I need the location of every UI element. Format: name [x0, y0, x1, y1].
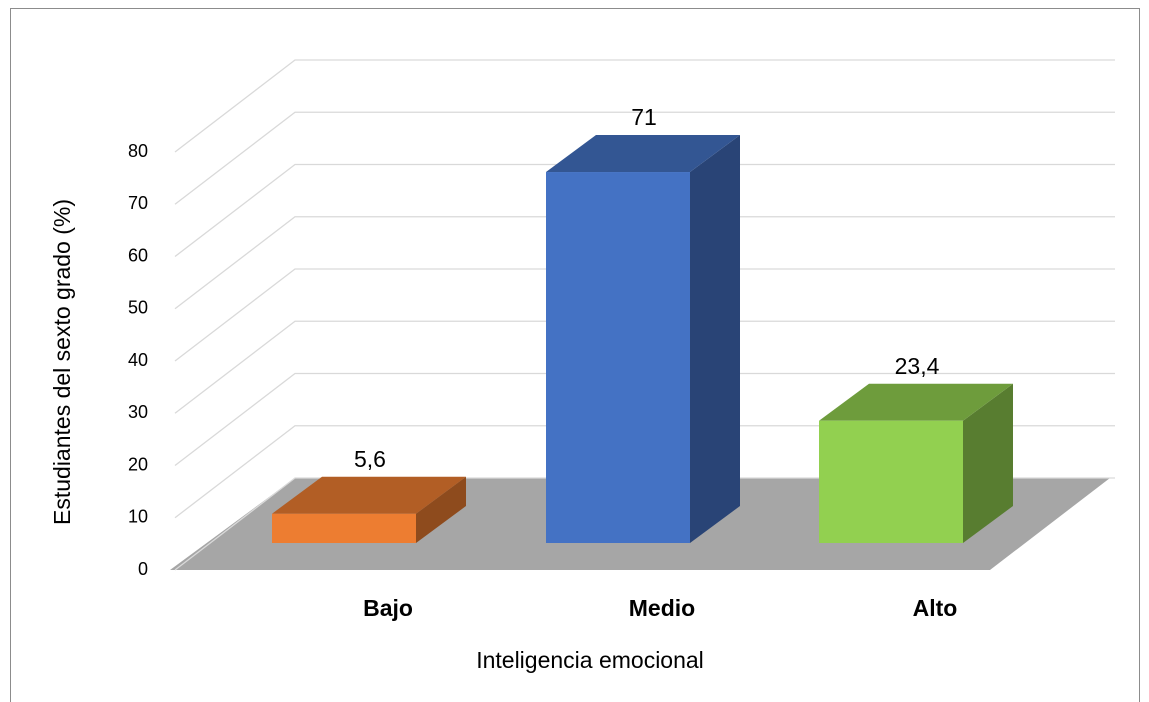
- x-axis-title: Inteligencia emocional: [476, 647, 704, 673]
- y-tick-label: 10: [128, 507, 148, 527]
- x-tick-label: Alto: [913, 595, 958, 621]
- grid-line: [174, 216, 1115, 310]
- y-tick-label: 40: [128, 350, 148, 370]
- y-tick-label: 70: [128, 193, 148, 213]
- bar-side: [963, 383, 1013, 543]
- grid-line: [174, 268, 1115, 362]
- bar-top: [272, 476, 466, 514]
- grid-line: [174, 59, 1115, 153]
- bar: [546, 172, 690, 543]
- y-tick-label: 50: [128, 298, 148, 318]
- x-tick-label: Medio: [629, 595, 695, 621]
- grid-line: [174, 320, 1115, 414]
- grid-line: [174, 111, 1115, 205]
- value-label: 71: [631, 104, 657, 130]
- value-label: 23,4: [895, 353, 940, 379]
- bar-top: [546, 135, 740, 173]
- bar-side: [416, 476, 466, 543]
- grid-line: [174, 163, 1115, 258]
- y-tick-label: 80: [128, 141, 148, 161]
- y-axis-title: Estudiantes del sexto grado (%): [49, 199, 75, 525]
- y-tick-label: 0: [138, 559, 148, 579]
- y-tick-label: 20: [128, 454, 148, 474]
- grid-line: [174, 372, 1115, 467]
- value-label: 5,6: [354, 446, 386, 472]
- y-tick-label: 60: [128, 245, 148, 265]
- bar: [272, 513, 416, 543]
- x-tick-label: Bajo: [363, 595, 413, 621]
- bar: [819, 420, 963, 543]
- y-tick-label: 30: [128, 402, 148, 422]
- bar-top: [819, 383, 1013, 421]
- bar-side: [690, 135, 740, 543]
